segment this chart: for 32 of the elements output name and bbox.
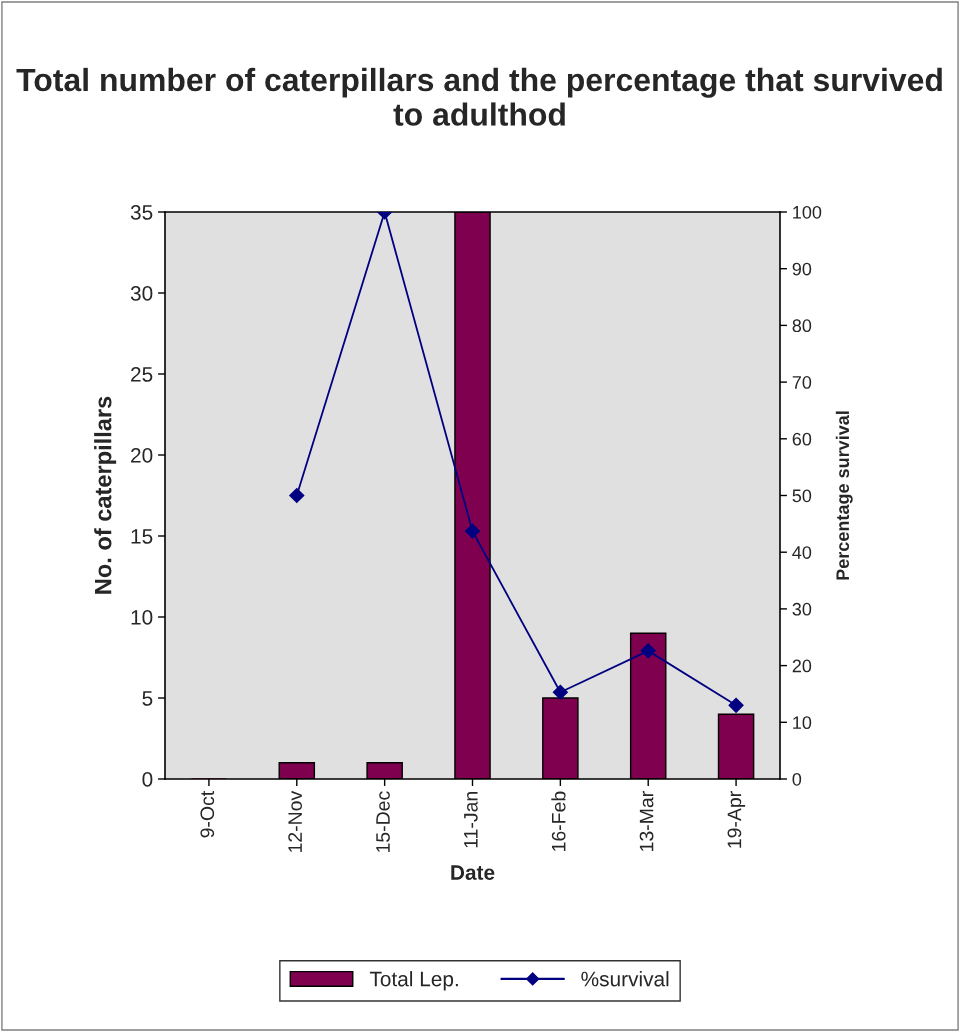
y-tick-label: 30 xyxy=(130,286,153,301)
y-tick-label: 0 xyxy=(142,772,153,787)
y2-tick-label: 20 xyxy=(792,659,812,673)
y-tick-label: 25 xyxy=(131,367,153,382)
y-tick-label: 15 xyxy=(131,529,153,544)
y-tick-label: 35 xyxy=(130,205,153,220)
y2-tick-label: 10 xyxy=(793,716,812,730)
x-tick-label: 13-Mar xyxy=(639,791,654,851)
y2-tick-label: 100 xyxy=(793,205,822,219)
legend-label: %survival xyxy=(581,971,669,987)
y2-tick-label: 90 xyxy=(792,262,812,276)
y-tick-label: 10 xyxy=(131,610,153,625)
legend-label: Total Lep. xyxy=(369,971,458,991)
y2-tick-label: 0 xyxy=(792,772,802,786)
x-tick-label: 19-Apr xyxy=(727,791,746,848)
y2-tick-label: 50 xyxy=(792,489,812,503)
x-tick-label: 15-Dec xyxy=(376,791,390,852)
x-tick-label: 12-Nov xyxy=(288,790,303,852)
y2-axis-title: Percentage survival xyxy=(835,411,853,580)
y-tick-label: 5 xyxy=(142,691,153,706)
y2-tick-label: 70 xyxy=(792,376,812,389)
x-axis-title: Date xyxy=(451,865,495,880)
y-tick-label: 20 xyxy=(131,448,153,463)
y-axis-title: No. of caterpillars xyxy=(94,396,117,594)
y2-tick-label: 40 xyxy=(792,546,812,559)
x-tick-label: 11-Jan xyxy=(464,792,478,848)
y2-tick-label: 30 xyxy=(792,602,812,616)
y2-tick-label: 80 xyxy=(792,319,812,333)
x-tick-label: 16-Feb xyxy=(551,791,566,851)
x-tick-label: 9-Oct xyxy=(200,790,215,838)
y2-tick-label: 60 xyxy=(792,432,812,446)
chart-title: Total number of caterpillars and the percentage that survived to adulthod xyxy=(16,67,942,126)
